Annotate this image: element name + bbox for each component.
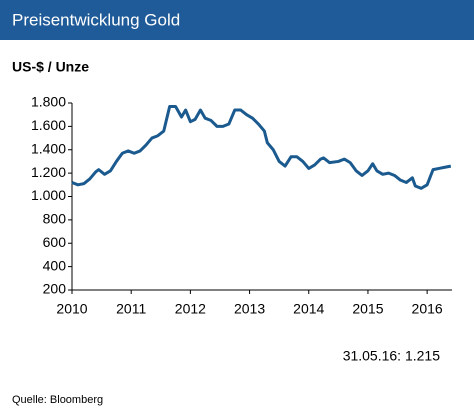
x-tick-label: 2013 <box>234 301 265 317</box>
source: Quelle: Bloomberg <box>12 394 103 406</box>
y-tick-label: 1.200 <box>31 164 66 180</box>
x-tick-label: 2011 <box>116 301 146 317</box>
chart-title: Preisentwicklung Gold <box>12 10 180 29</box>
x-tick-label: 2015 <box>352 301 383 317</box>
y-tick-label: 600 <box>43 234 67 250</box>
price-line <box>71 105 452 190</box>
y-tick-label: 1.000 <box>31 187 66 203</box>
x-tick-label: 2010 <box>56 301 87 317</box>
header-bar <box>0 0 474 40</box>
y-tick-label: 800 <box>43 211 67 227</box>
y-tick-label: 1.600 <box>31 117 66 133</box>
x-tick-label: 2014 <box>293 301 324 317</box>
x-tick-label: 2012 <box>175 301 206 317</box>
y-tick-label: 1.400 <box>31 140 66 156</box>
y-tick-label: 1.800 <box>31 94 66 110</box>
y-tick-label: 400 <box>43 257 67 273</box>
annotation: 31.05.16: 1.215 <box>343 348 441 364</box>
x-tick-label: 2016 <box>412 301 443 317</box>
y-tick-label: 200 <box>43 281 67 297</box>
y-axis-label: US-$ / Unze <box>12 59 89 75</box>
